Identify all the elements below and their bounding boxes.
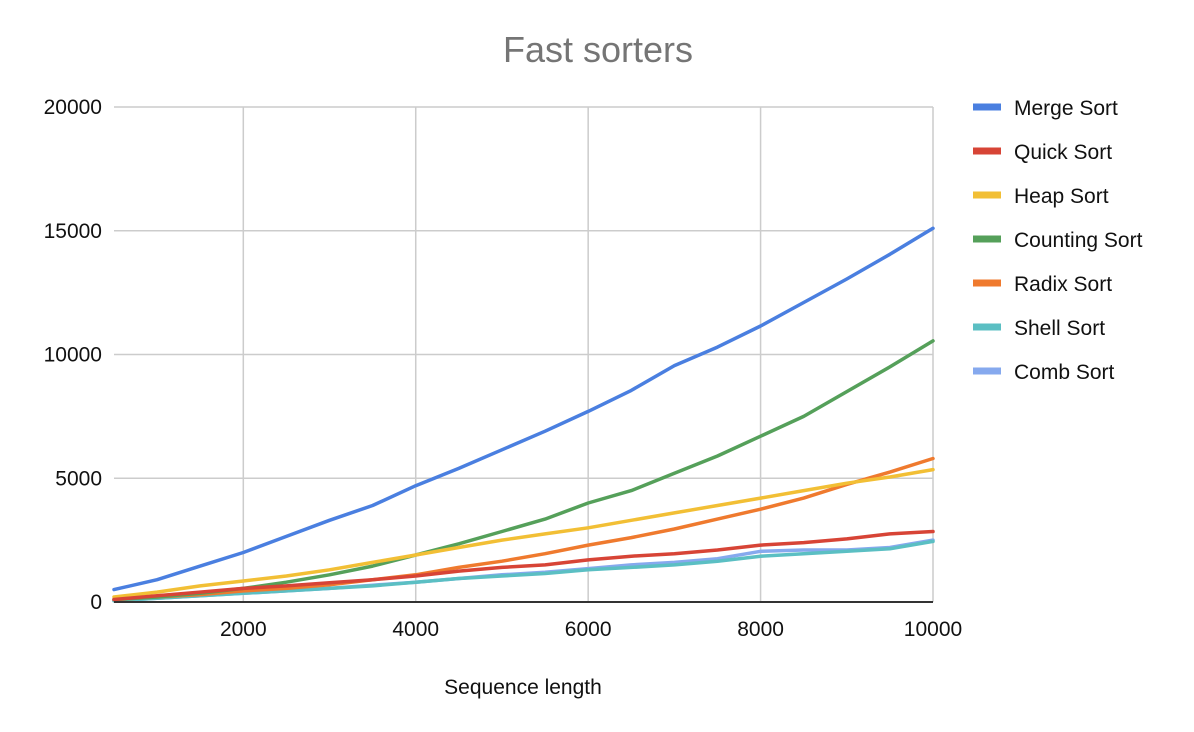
x-axis-label: Sequence length — [444, 676, 602, 699]
grid-lines — [114, 106, 934, 602]
series-line-quick-sort — [112, 529, 935, 602]
y-tick-label: 5000 — [55, 467, 102, 490]
legend-label: Heap Sort — [1014, 185, 1109, 208]
legend: Merge Sort Quick Sort Heap Sort Counting So… — [973, 97, 1143, 384]
x-tick-label: 2000 — [220, 618, 267, 641]
legend-label: Quick Sort — [1014, 141, 1112, 164]
y-tick-label: 15000 — [44, 220, 102, 243]
legend-label: Shell Sort — [1014, 317, 1105, 340]
y-tick-label: 10000 — [44, 344, 102, 367]
legend-label: Radix Sort — [1014, 273, 1112, 296]
chart-title: Fast sorters — [503, 29, 693, 70]
y-tick-label: 0 — [90, 591, 102, 614]
series-line-heap-sort — [112, 467, 935, 599]
x-axis-ticks: 2000 4000 6000 8000 10000 — [220, 618, 962, 641]
series-lines — [112, 226, 935, 603]
series-line-shell-sort — [112, 539, 935, 603]
y-tick-label: 20000 — [44, 96, 102, 119]
x-tick-label: 6000 — [565, 618, 612, 641]
series-line-counting-sort — [112, 339, 935, 602]
x-tick-label: 10000 — [904, 618, 962, 641]
legend-label: Merge Sort — [1014, 97, 1118, 120]
series-line-merge-sort — [112, 226, 935, 592]
x-tick-label: 8000 — [737, 618, 784, 641]
x-tick-label: 4000 — [392, 618, 439, 641]
legend-label: Counting Sort — [1014, 229, 1143, 252]
series-line-radix-sort — [112, 456, 935, 602]
legend-label: Comb Sort — [1014, 361, 1115, 384]
y-axis-ticks: 0 5000 10000 15000 20000 — [44, 96, 102, 614]
